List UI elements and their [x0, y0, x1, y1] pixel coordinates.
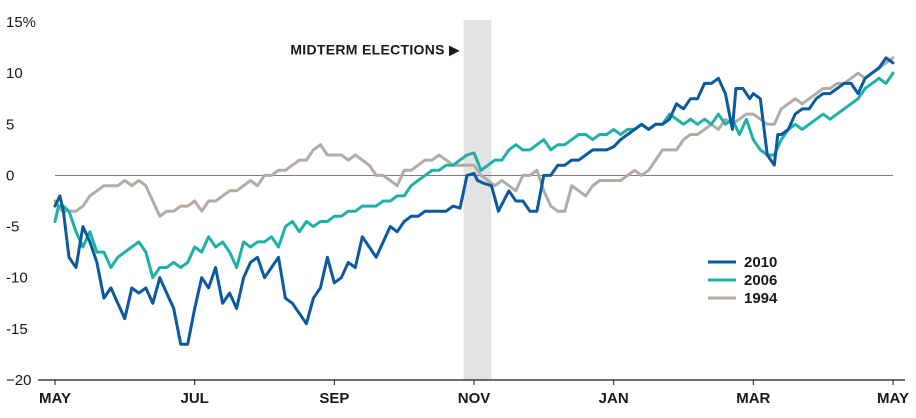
x-tick-label: NOV [458, 390, 491, 407]
y-tick-label: 0 [6, 167, 14, 184]
series-line-2006 [53, 71, 895, 280]
series-line-2010 [53, 56, 895, 346]
x-tick-label: MAY [877, 390, 909, 407]
y-axis-ticks: 15% 10 5 0 -5 -10 -15 −20 [6, 14, 36, 389]
x-axis-ticks: MAY JUL SEP NOV JAN MAR MAY [39, 380, 909, 407]
series-lines [53, 56, 895, 346]
x-tick-label: JUL [180, 390, 208, 407]
y-tick-label: 5 [6, 116, 14, 133]
y-tick-label: -5 [6, 219, 19, 236]
y-tick-label: −20 [6, 372, 31, 389]
x-tick-label: JAN [599, 390, 629, 407]
y-tick-label: -10 [6, 270, 28, 287]
y-tick-label: 15% [6, 14, 36, 31]
legend-label-1994: 1994 [744, 290, 778, 307]
y-tick-label: -15 [6, 321, 28, 338]
x-tick-label: MAY [39, 390, 71, 407]
x-tick-label: SEP [319, 390, 349, 407]
y-tick-label: 10 [6, 65, 23, 82]
midterm-election-shaded-band [463, 20, 492, 380]
x-tick-label: MAR [736, 390, 770, 407]
legend-label-2010: 2010 [744, 254, 777, 271]
midterm-elections-annotation: MIDTERM ELECTIONS ▶ [290, 42, 460, 58]
legend-label-2006: 2006 [744, 272, 777, 289]
series-line-1994 [53, 56, 895, 218]
